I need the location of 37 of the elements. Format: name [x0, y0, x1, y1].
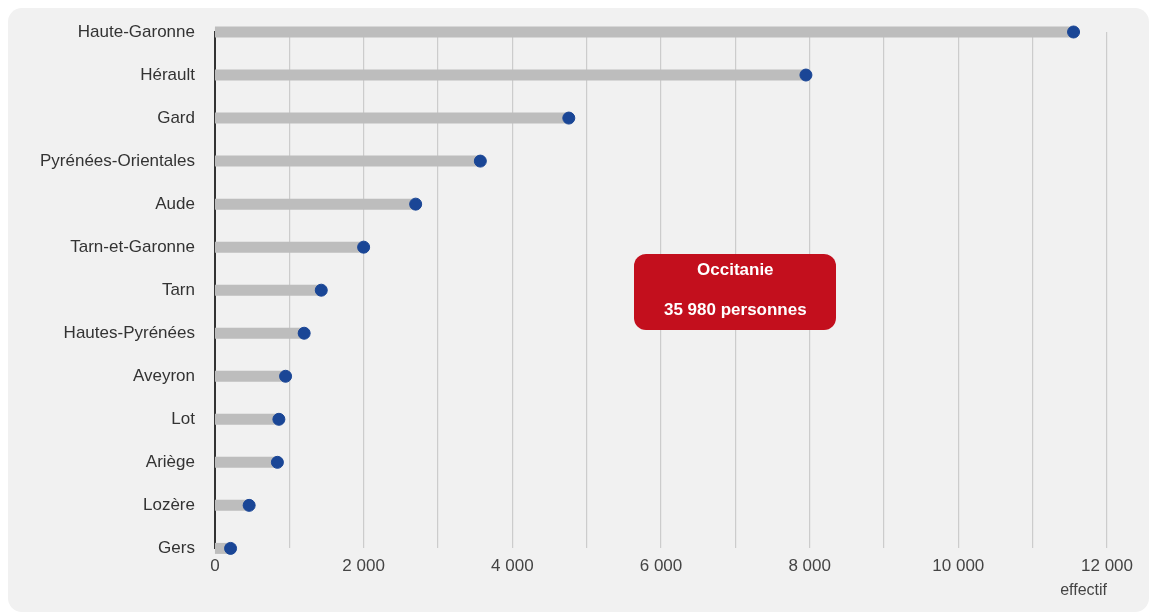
annotation: Occitanie [696, 260, 775, 281]
x-tick-label: 4 000 [491, 556, 534, 576]
point [473, 154, 487, 168]
point [297, 326, 311, 340]
x-tick-label: 12 000 [1081, 556, 1133, 576]
y-tick-label: Ariège [145, 452, 195, 472]
point [1067, 25, 1081, 39]
y-tick-label: Hérault [140, 64, 196, 84]
y-tick-label: Gers [158, 538, 195, 558]
y-tick-label: Haute-Garonne [77, 21, 195, 41]
y-tick-label: Lot [171, 408, 196, 428]
point [272, 412, 286, 426]
point [314, 283, 328, 297]
y-tick-label: Aveyron [132, 365, 195, 385]
point [357, 240, 371, 254]
y-tick-label: Hautes-Pyrénées [63, 322, 195, 342]
y-tick-label: Gard [157, 107, 195, 127]
point [799, 68, 813, 82]
point [562, 111, 576, 125]
x-tick-label: 6 000 [639, 556, 683, 576]
point [279, 369, 293, 383]
callout-box: Occitanie 35 980 personnes [634, 254, 837, 331]
x-tick-label: 0 [210, 556, 220, 576]
x-tick-label: 10 000 [932, 556, 985, 576]
x-tick-label: 2 000 [342, 556, 385, 576]
y-tick-label: Lozère [142, 495, 195, 515]
point [242, 498, 256, 512]
point [409, 197, 423, 211]
y-tick-label: Pyrénées-Orientales [39, 150, 195, 170]
point [224, 541, 238, 555]
point [270, 455, 284, 469]
x-axis-title: effectif [1060, 580, 1108, 598]
y-tick-label: Tarn-et-Garonne [70, 236, 195, 256]
y-tick-label: Aude [155, 193, 195, 213]
x-tick-label: 8 000 [788, 556, 831, 576]
annotation: 35 980 personnes [662, 300, 808, 321]
y-tick-label: Tarn [161, 279, 195, 299]
